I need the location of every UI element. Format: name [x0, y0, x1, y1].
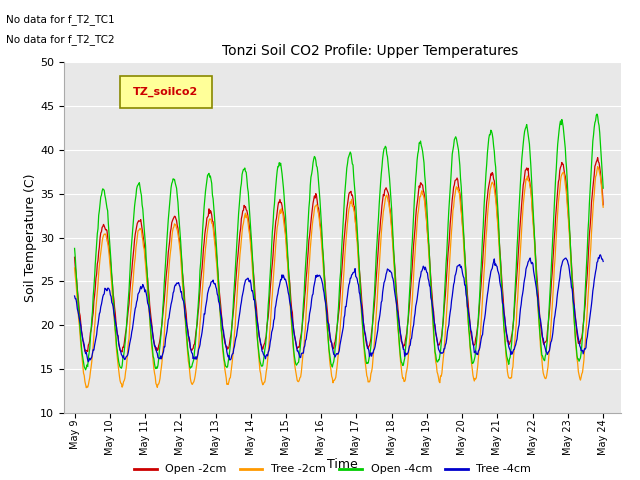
Tree -4cm [599, 259, 607, 264]
Open -2cm [257, 342, 264, 348]
Tree -4cm [394, 310, 402, 315]
Text: No data for f_T2_TC1: No data for f_T2_TC1 [6, 14, 115, 25]
Tree -4cm [596, 252, 604, 258]
Open -2cm [230, 294, 238, 300]
Line: Open -2cm: Open -2cm [75, 157, 603, 352]
Tree -4cm [230, 343, 238, 349]
Legend: Open -2cm, Tree -2cm, Open -4cm, Tree -4cm: Open -2cm, Tree -2cm, Open -4cm, Tree -4… [134, 465, 531, 474]
Tree -2cm [83, 385, 90, 391]
Open -4cm [134, 183, 141, 189]
Tree -2cm [230, 330, 238, 336]
Open -4cm [82, 367, 90, 372]
Tree -2cm [276, 211, 284, 216]
Open -4cm [71, 246, 79, 252]
Open -4cm [257, 361, 264, 367]
Tree -2cm [424, 230, 431, 236]
Tree -4cm [257, 340, 264, 346]
Open -2cm [394, 306, 402, 312]
Tree -2cm [599, 204, 607, 210]
Open -2cm [424, 228, 431, 233]
Tree -2cm [594, 164, 602, 169]
Open -2cm [594, 155, 602, 160]
Text: No data for f_T2_TC2: No data for f_T2_TC2 [6, 34, 115, 45]
X-axis label: Time: Time [327, 458, 358, 471]
Open -4cm [230, 281, 238, 287]
Line: Open -4cm: Open -4cm [75, 114, 603, 370]
FancyBboxPatch shape [120, 76, 212, 108]
Open -4cm [394, 320, 402, 325]
Title: Tonzi Soil CO2 Profile: Upper Temperatures: Tonzi Soil CO2 Profile: Upper Temperatur… [222, 45, 518, 59]
Tree -4cm [276, 277, 284, 283]
Open -2cm [276, 200, 284, 205]
Open -4cm [599, 185, 607, 191]
Open -4cm [593, 111, 601, 117]
Open -2cm [118, 349, 126, 355]
Tree -4cm [71, 293, 79, 299]
Tree -4cm [134, 297, 141, 303]
Open -2cm [134, 220, 141, 226]
Text: TZ_soilco2: TZ_soilco2 [133, 87, 198, 97]
Tree -4cm [84, 359, 92, 364]
Tree -2cm [134, 234, 141, 240]
Tree -2cm [257, 371, 264, 376]
Open -4cm [276, 160, 284, 166]
Line: Tree -4cm: Tree -4cm [75, 255, 603, 361]
Open -4cm [424, 215, 431, 221]
Tree -2cm [394, 325, 402, 331]
Open -2cm [599, 202, 607, 208]
Open -2cm [71, 254, 79, 260]
Line: Tree -2cm: Tree -2cm [75, 167, 603, 388]
Y-axis label: Soil Temperature (C): Soil Temperature (C) [24, 173, 37, 302]
Tree -4cm [424, 270, 431, 276]
Tree -2cm [71, 265, 79, 271]
